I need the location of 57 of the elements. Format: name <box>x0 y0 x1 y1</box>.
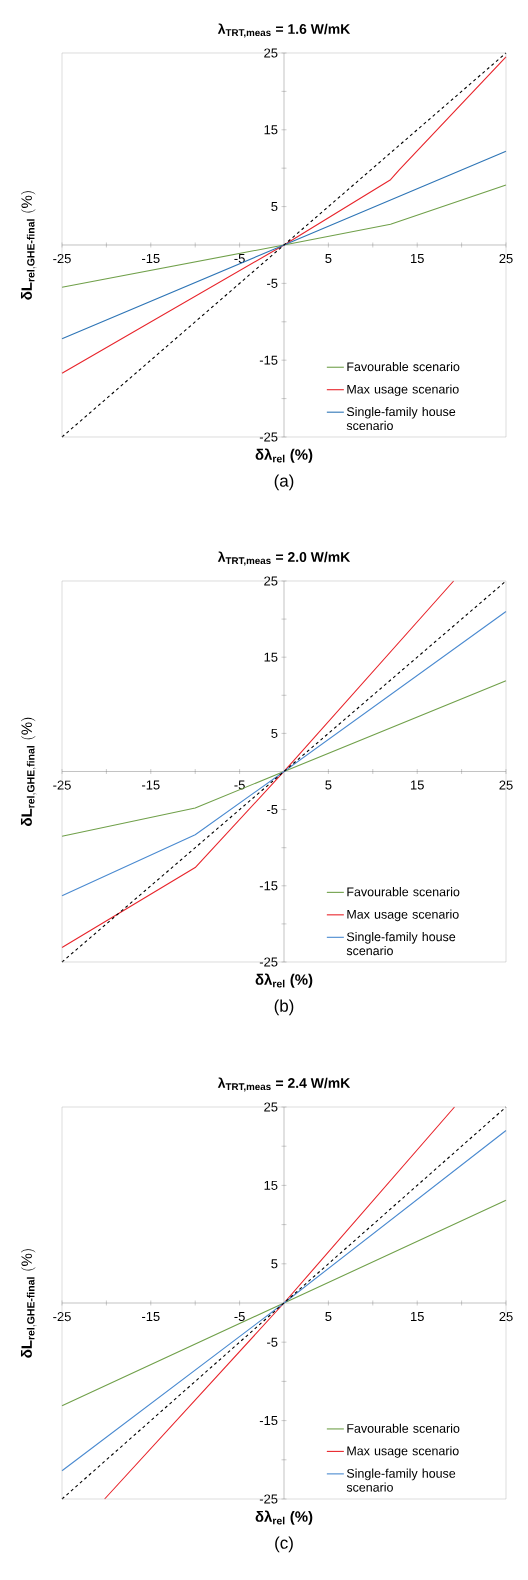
y-tick-label: -15 <box>259 881 278 891</box>
x-axis-title: δλ$_{rel}$ (%) <box>255 973 313 988</box>
y-tick-label: -15 <box>259 1416 278 1426</box>
legend-label: Single-family house scenario <box>346 932 456 956</box>
y-tick-label: -15 <box>259 355 278 365</box>
x-tick-label: -25 <box>53 780 71 790</box>
text: (b) <box>274 999 294 1016</box>
y-tick-label: -25 <box>259 957 278 967</box>
x-tick-label: -15 <box>142 253 160 264</box>
y-tick-label: -5 <box>267 1337 278 1347</box>
y-tick-label: 25 <box>264 576 278 586</box>
x-tick-label: -25 <box>53 1312 71 1322</box>
x-tick-label: -5 <box>234 253 245 264</box>
y-axis-title: $\mathbf{δL}_{\mathbf{rel,GHE\text{-}final}}\ \mathbf{(\%)}$ <box>20 191 37 300</box>
text: (a) <box>274 474 294 491</box>
x-tick-label: 15 <box>410 1312 424 1322</box>
legend-label: Single-family house scenario <box>346 406 456 431</box>
text: (c) <box>275 1536 293 1553</box>
legend-label: Max usage scenario <box>347 1446 459 1458</box>
x-tick-label: 5 <box>325 1312 332 1322</box>
y-tick-label: -25 <box>259 1494 278 1504</box>
y-tick-label: 25 <box>264 1102 278 1112</box>
x-tick-label: 15 <box>410 253 424 264</box>
y-tick-label: 5 <box>271 202 278 212</box>
legend-label: Favourable scenario <box>347 1423 460 1433</box>
y-tick-label: 5 <box>271 1259 278 1269</box>
y-tick-label: -5 <box>267 278 278 288</box>
x-tick-label: 5 <box>325 253 332 264</box>
x-tick-label: -15 <box>142 780 160 790</box>
x-tick-label: 5 <box>325 780 332 790</box>
y-tick-label: 15 <box>264 125 278 135</box>
y-axis-title: $\mathbf{δL}_{\mathbf{rel,GHE\text{-}final}}\ \mathbf{(\%)}$ <box>20 1249 37 1358</box>
x-axis-title: δλ$_{rel}$ (%) <box>255 1510 313 1525</box>
x-tick-label: -5 <box>234 1312 245 1322</box>
y-tick-label: 5 <box>271 728 278 738</box>
legend-label: Favourable scenario <box>347 361 460 372</box>
chart-title: λ$_{TRT,meas}$ = 1.6 W/mK <box>217 23 351 38</box>
legend-label: Max usage scenario <box>347 909 459 922</box>
x-tick-label: -15 <box>142 1312 160 1322</box>
y-tick-label: -25 <box>259 432 278 442</box>
y-tick-label: 15 <box>264 652 278 662</box>
chart-title: λ$_{TRT,meas}$ = 2.0 W/mK <box>217 551 351 566</box>
y-tick-label: 25 <box>264 48 278 58</box>
x-tick-label: 25 <box>499 1312 513 1322</box>
x-axis-title: δλ$_{rel}$ (%) <box>255 448 313 463</box>
legend-label: Single-family house scenario <box>346 1468 456 1492</box>
x-tick-label: 25 <box>499 780 513 790</box>
x-tick-label: 15 <box>410 780 424 790</box>
x-tick-label: 25 <box>499 253 513 264</box>
legend-label: Favourable scenario <box>347 887 460 897</box>
chart-title: λ$_{TRT,meas}$ = 2.4 W/mK <box>217 1077 351 1092</box>
y-axis-title: $\mathbf{δL}_{\mathbf{rel,GHE,final}}\ \mathbf{(\%)}$ <box>20 717 37 826</box>
x-tick-label: -25 <box>53 253 71 264</box>
x-tick-label: -5 <box>234 780 245 790</box>
y-tick-label: 15 <box>264 1180 278 1190</box>
y-tick-label: -5 <box>267 805 278 815</box>
legend-label: Max usage scenario <box>347 384 459 397</box>
